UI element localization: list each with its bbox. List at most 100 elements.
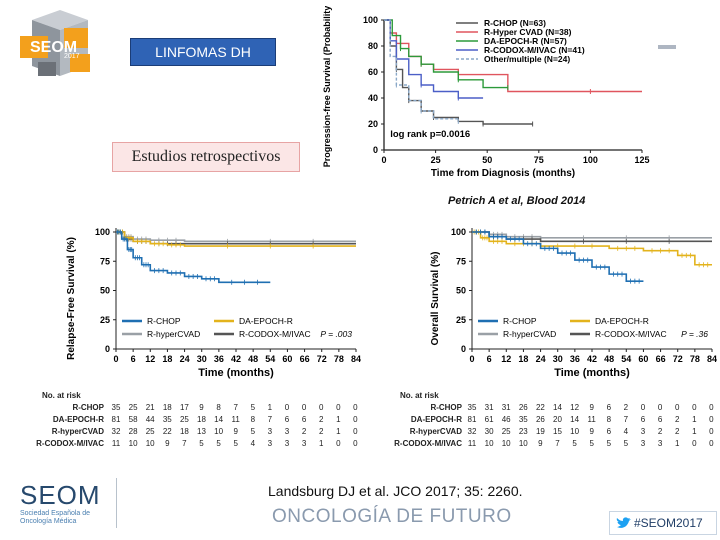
at-risk-value: 2 xyxy=(318,415,324,424)
at-risk-table-left: No. at risk R-CHOP 35 25 21 18 17 9 8 7 5 1 0 0 0 0 0 DA-… xyxy=(0,390,360,462)
at-risk-value: 8 xyxy=(250,415,256,424)
at-risk-value: 22 xyxy=(162,427,172,436)
at-risk-value: 5 xyxy=(199,439,204,448)
at-risk-value: 0 xyxy=(692,439,697,448)
pfs-y-tick-label: 40 xyxy=(368,93,378,103)
logo-year: 2017 xyxy=(64,53,80,60)
at-risk-value: 32 xyxy=(111,427,121,436)
pfs-series-line xyxy=(384,19,508,89)
km-series-line xyxy=(116,231,356,243)
at-risk-value: 0 xyxy=(709,415,714,424)
km-x-tick-label: 36 xyxy=(570,354,580,364)
at-risk-value: 0 xyxy=(709,439,714,448)
km-legend-label: DA-EPOCH-R xyxy=(595,316,649,326)
at-risk-value: 25 xyxy=(128,403,138,412)
at-risk-value: 11 xyxy=(231,415,240,424)
pfs-y-tick-label: 80 xyxy=(368,41,378,51)
pfs-y-tick-label: 0 xyxy=(373,145,378,155)
at-risk-value: 0 xyxy=(709,403,714,412)
km-y-tick-label: 100 xyxy=(95,227,110,237)
twitter-bird-icon xyxy=(616,517,631,528)
km-x-tick-label: 0 xyxy=(113,354,118,364)
km-series-line xyxy=(472,231,644,282)
overall-survival-chart: Overall Survival (%) 0 25 50 75 100 0 6 12 18 24 30… xyxy=(430,227,717,379)
km-x-tick-label: 78 xyxy=(334,354,344,364)
footer-seom-logo: SEOM xyxy=(20,480,101,510)
km-y-axis-label: Overall Survival (%) xyxy=(430,252,441,346)
at-risk-value: 6 xyxy=(606,403,612,412)
at-risk-value: 12 xyxy=(570,403,580,412)
at-risk-value: 10 xyxy=(128,439,138,448)
at-risk-value: 0 xyxy=(336,439,341,448)
at-risk-value: 1 xyxy=(692,415,697,424)
km-x-tick-label: 18 xyxy=(518,354,528,364)
at-risk-value: 0 xyxy=(640,403,646,412)
at-risk-value: 2 xyxy=(318,427,324,436)
at-risk-value: 9 xyxy=(589,403,594,412)
at-risk-value: 14 xyxy=(553,403,562,412)
at-risk-value: 18 xyxy=(162,403,172,412)
km-legend-label: R-CHOP xyxy=(503,316,537,326)
km-x-tick-label: 24 xyxy=(180,354,190,364)
pfs-x-tick-label: 25 xyxy=(431,155,441,165)
km-x-tick-label: 72 xyxy=(673,354,683,364)
at-risk-value: 11 xyxy=(467,439,477,448)
at-risk-value: 25 xyxy=(501,427,511,436)
km-legend-label: DA-EPOCH-R xyxy=(239,316,293,326)
at-risk-value: 10 xyxy=(570,427,580,436)
pfs-pvalue-annotation: log rank p=0.0016 xyxy=(390,129,470,140)
km-x-tick-label: 72 xyxy=(317,354,327,364)
footer-seom-subtitle: Sociedad Española de Oncología Médica xyxy=(20,510,91,525)
pfs-y-tick-label: 60 xyxy=(368,67,378,77)
at-risk-value: 21 xyxy=(145,403,155,412)
at-risk-value: 20 xyxy=(553,415,562,424)
at-risk-value: 9 xyxy=(538,439,543,448)
at-risk-row-label: R-CHOP xyxy=(72,403,104,412)
km-legend-label: R-CODOX-M/IVAC xyxy=(239,329,311,339)
at-risk-row-label: R-hyperCVAD xyxy=(51,427,104,436)
at-risk-table-right: No. at risk R-CHOP 35 31 31 26 22 14 12 9 6 2 0 0 0 0 0 D… xyxy=(352,390,720,462)
km-y-axis-label: Relapse-Free Survival (%) xyxy=(66,237,77,360)
at-risk-value: 3 xyxy=(284,439,290,448)
at-risk-value: 10 xyxy=(518,439,528,448)
pfs-y-tick-label: 20 xyxy=(368,119,378,129)
at-risk-value: 6 xyxy=(301,415,307,424)
km-x-tick-label: 12 xyxy=(145,354,155,364)
at-risk-value: 13 xyxy=(197,427,206,436)
at-risk-value: 17 xyxy=(179,403,189,412)
at-risk-value: 81 xyxy=(111,415,121,424)
at-risk-title: No. at risk xyxy=(42,391,81,400)
at-risk-value: 2 xyxy=(623,403,629,412)
at-risk-value: 10 xyxy=(484,439,494,448)
km-x-axis-label: Time (months) xyxy=(198,367,274,379)
at-risk-value: 6 xyxy=(284,415,290,424)
km-x-tick-label: 42 xyxy=(231,354,241,364)
km-x-tick-label: 66 xyxy=(656,354,666,364)
decorative-dash xyxy=(658,45,676,49)
km-legend-label: R-hyperCVAD xyxy=(147,329,200,339)
at-risk-value: 22 xyxy=(535,403,545,412)
at-risk-value: 25 xyxy=(179,415,189,424)
at-risk-value: 5 xyxy=(233,439,238,448)
km-x-tick-label: 60 xyxy=(282,354,292,364)
at-risk-value: 1 xyxy=(267,403,273,412)
at-risk-value: 1 xyxy=(318,439,324,448)
at-risk-row-label: R-hyperCVAD xyxy=(409,427,462,436)
at-risk-value: 25 xyxy=(145,427,155,436)
at-risk-value: 7 xyxy=(182,439,187,448)
km-x-tick-label: 54 xyxy=(621,354,631,364)
at-risk-value: 14 xyxy=(570,415,580,424)
km-y-tick-label: 0 xyxy=(105,344,110,354)
at-risk-row-label: R-CHOP xyxy=(430,403,462,412)
top-citation: Petrich A et al, Blood 2014 xyxy=(448,195,586,207)
km-x-tick-label: 36 xyxy=(214,354,224,364)
at-risk-value: 23 xyxy=(518,427,528,436)
pfs-legend-label: R-Hyper CVAD (N=38) xyxy=(484,27,572,37)
pfs-legend-label: DA-EPOCH-R (N=57) xyxy=(484,36,567,46)
at-risk-value: 2 xyxy=(301,427,307,436)
at-risk-value: 26 xyxy=(518,403,528,412)
footer-divider xyxy=(116,478,117,528)
at-risk-value: 11 xyxy=(587,415,596,424)
at-risk-value: 9 xyxy=(165,439,170,448)
at-risk-value: 0 xyxy=(336,403,341,412)
